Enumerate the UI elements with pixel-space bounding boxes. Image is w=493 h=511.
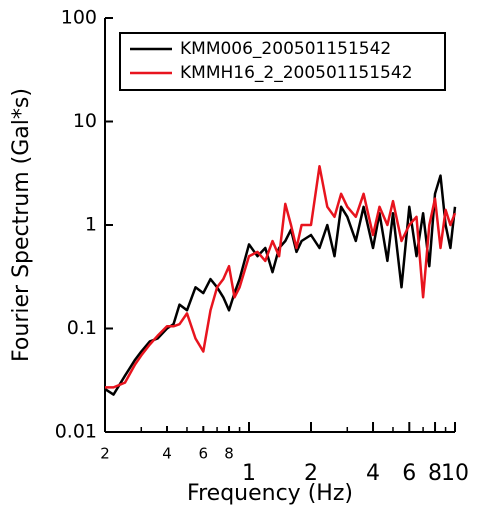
y-tick-label: 10 [73, 110, 97, 132]
x-tick-label: 8 [224, 445, 234, 463]
y-tick-label: 100 [61, 7, 97, 29]
series-line [104, 174, 457, 396]
series-line [105, 164, 457, 389]
legend-label: KMMH16_2_200501151542 [180, 63, 413, 83]
x-tick-label: 8 [428, 461, 442, 486]
x-tick-label: 6 [199, 445, 209, 463]
x-axis-label: Frequency (Hz) [187, 481, 353, 506]
x-tick-label: 6 [402, 461, 416, 486]
y-tick-label: 0.1 [67, 317, 97, 339]
x-tick-label: 4 [366, 461, 380, 486]
x-tick-label: 1 [242, 461, 256, 486]
legend-box [119, 32, 446, 91]
x-tick-label: 4 [162, 445, 172, 463]
x-tick-label: 10 [441, 461, 469, 486]
x-tick-label: 2 [100, 445, 110, 463]
x-tick-label: 2 [304, 461, 318, 486]
y-axis-label: Fourier Spectrum (Gal*s) [9, 88, 34, 362]
legend-label: KMM006_200501151542 [180, 39, 391, 59]
y-tick-label: 0.01 [55, 421, 97, 443]
y-tick-label: 1 [85, 214, 97, 236]
